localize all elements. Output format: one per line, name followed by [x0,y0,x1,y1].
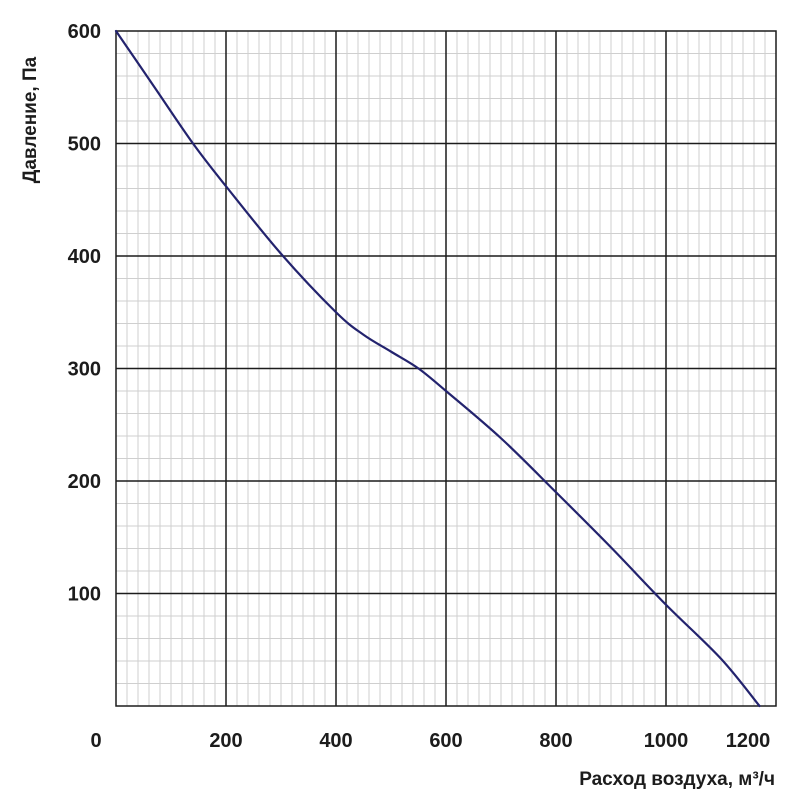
x-tick-label: 0 [90,730,101,752]
x-tick-label: 600 [429,730,462,752]
y-tick-label: 200 [68,471,101,493]
x-tick-label: 200 [209,730,242,752]
plot-frame [115,30,777,707]
x-tick-labels: 0 200 400 600 800 1000 1200 [90,730,770,752]
x-tick-label: 400 [319,730,352,752]
y-tick-label: 300 [68,359,101,381]
x-tick-label: 1200 [726,730,771,752]
x-tick-label: 1000 [644,730,689,752]
y-tick-label: 400 [68,246,101,268]
y-tick-label: 500 [68,134,101,156]
y-tick-labels: 100 200 300 400 500 600 [68,21,101,606]
x-axis-title: Расход воздуха, м³/ч [579,769,775,790]
y-tick-label: 600 [68,21,101,43]
y-tick-label: 100 [68,584,101,606]
x-tick-label: 800 [539,730,572,752]
series-line [114,29,761,708]
y-axis-title: Давление, Па [20,56,41,183]
major-grid [116,31,776,706]
